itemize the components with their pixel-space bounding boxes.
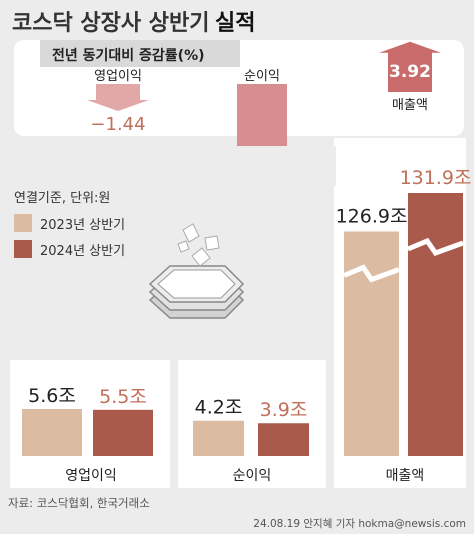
change-arrow-2 — [379, 41, 441, 92]
paper-stack-illustration — [148, 223, 245, 319]
credit: 24.08.19 안지혜 기자 hokma@newsis.com — [253, 518, 466, 530]
bar-1-1 — [258, 423, 309, 456]
bar-value-2-1: 131.9조 — [400, 167, 472, 189]
legend-label-2024: 2024년 상반기 — [40, 244, 125, 259]
panel-gap — [176, 146, 336, 186]
change-arrow-0 — [87, 84, 149, 111]
bar-value-1-0: 4.2조 — [195, 397, 243, 419]
title-bold: 실적 — [215, 11, 255, 36]
category-label-2: 매출액 — [386, 468, 425, 484]
bar-value-0-0: 5.6조 — [28, 385, 76, 407]
bar-1-0 — [193, 420, 244, 456]
change-panel-title-bg — [40, 40, 240, 67]
bar-2-1 — [408, 193, 463, 456]
legend-swatch-2024 — [14, 240, 32, 258]
legend-swatch-2023 — [14, 214, 32, 232]
bar-0-0 — [22, 408, 82, 456]
title-main: 코스닥 상장사 상반기 — [12, 11, 209, 36]
category-label-0: 영업이익 — [65, 468, 117, 484]
axis-break-1 — [407, 237, 464, 257]
legend-label-2023: 2023년 상반기 — [40, 218, 125, 233]
change-label-0: 영업이익 — [94, 69, 142, 84]
bar-value-1-1: 3.9조 — [260, 399, 308, 421]
change-value-0: −1.44 — [90, 114, 145, 135]
change-label-1: 순이익 — [244, 69, 280, 84]
legend-basis: 연결기준, 단위:원 — [14, 191, 110, 206]
bar-value-2-0: 126.9조 — [336, 206, 408, 228]
change-panel-title: 전년 동기대비 증감률(%) — [52, 47, 205, 64]
category-label-1: 순이익 — [233, 468, 272, 484]
bar-0-1 — [93, 409, 153, 456]
change-label-2: 매출액 — [392, 98, 428, 113]
source-note: 자료: 코스닥협회, 한국거래소 — [8, 496, 150, 510]
change-value-2: 3.92 — [389, 62, 431, 82]
bar-2-0 — [344, 231, 399, 456]
bar-value-0-1: 5.5조 — [99, 386, 147, 408]
axis-break-0 — [343, 264, 400, 283]
